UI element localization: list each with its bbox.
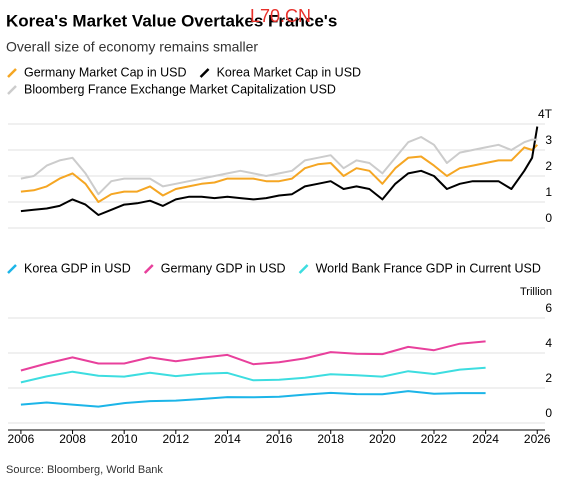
- chart-subtitle: Overall size of economy remains smaller: [6, 39, 258, 55]
- y-tick-label: 4: [545, 336, 552, 350]
- legend-label: Germany GDP in USD: [161, 261, 286, 275]
- series-line: [20, 136, 538, 196]
- legend-label: Korea Market Cap in USD: [217, 65, 362, 79]
- x-tick-label: 2008: [59, 432, 86, 446]
- y-tick-label: 4T: [538, 107, 553, 121]
- x-tick-label: 2024: [472, 432, 499, 446]
- chart-title: Korea's Market Value Overtakes France's: [6, 11, 337, 30]
- x-tick-label: 2018: [317, 432, 344, 446]
- series-line: [20, 366, 486, 384]
- legend-label: World Bank France GDP in Current USD: [316, 261, 541, 275]
- y-tick-label: 2: [545, 371, 552, 385]
- legend-label: Korea GDP in USD: [24, 261, 131, 275]
- x-tick-label: 2020: [369, 432, 396, 446]
- y-tick-label: 1: [545, 185, 552, 199]
- y-tick-label: 0: [545, 406, 552, 420]
- legend-label: Bloomberg France Exchange Market Capital…: [24, 82, 336, 96]
- series-line: [20, 126, 539, 216]
- legend-swatch: [199, 68, 210, 78]
- x-tick-label: 2022: [421, 432, 448, 446]
- series-line: [20, 390, 486, 408]
- x-tick-label: 2010: [111, 432, 138, 446]
- legend-label: Germany Market Cap in USD: [24, 65, 187, 79]
- legend-swatch: [298, 264, 309, 274]
- x-tick-label: 2012: [162, 432, 189, 446]
- legend-swatch: [7, 68, 17, 78]
- legend-swatch: [7, 85, 17, 95]
- series-line: [20, 144, 539, 203]
- y-tick-label: 0: [545, 211, 552, 225]
- y-axis-label: Trillion: [520, 286, 552, 298]
- y-tick-label: 6: [545, 301, 552, 315]
- y-tick-label: 2: [545, 159, 552, 173]
- x-tick-label: 2026: [524, 432, 551, 446]
- x-tick-label: 2016: [266, 432, 293, 446]
- watermark: L70.CN: [250, 6, 311, 26]
- x-tick-label: 2006: [8, 432, 35, 446]
- series-line: [20, 340, 486, 372]
- source: Source: Bloomberg, World Bank: [6, 464, 163, 476]
- x-tick-label: 2014: [214, 432, 241, 446]
- legend-swatch: [143, 264, 154, 274]
- y-tick-label: 3: [545, 133, 552, 147]
- legend-swatch: [7, 264, 17, 274]
